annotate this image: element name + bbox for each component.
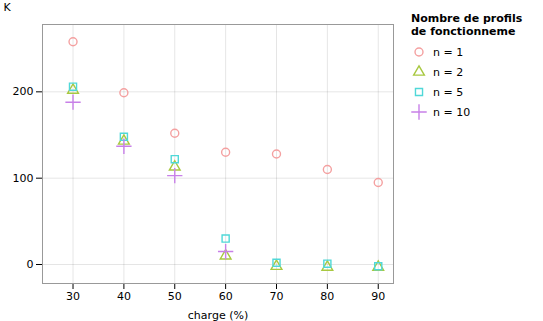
svg-text:70: 70 (270, 290, 284, 303)
svg-text:40: 40 (117, 290, 131, 303)
svg-text:30: 30 (66, 290, 80, 303)
html-text:n = 2: n = 2 (433, 65, 464, 79)
html-text:Nombre de profils de fonctionn: Nombre de profils de fonctionneme (411, 12, 523, 38)
html-text:n = 1: n = 1 (433, 45, 464, 59)
html-text:n = 5: n = 5 (433, 85, 464, 99)
svg-text:200: 200 (13, 85, 34, 98)
svg-text:80: 80 (320, 290, 334, 303)
svg-text:K: K (4, 1, 12, 14)
svg-text:90: 90 (371, 290, 385, 303)
svg-text:60: 60 (219, 290, 233, 303)
svg-text:charge (%): charge (%) (188, 309, 248, 321)
svg-text:100: 100 (13, 172, 34, 185)
svg-text:0: 0 (27, 258, 34, 271)
html-text:n = 10: n = 10 (433, 105, 471, 119)
svg-text:50: 50 (168, 290, 182, 303)
